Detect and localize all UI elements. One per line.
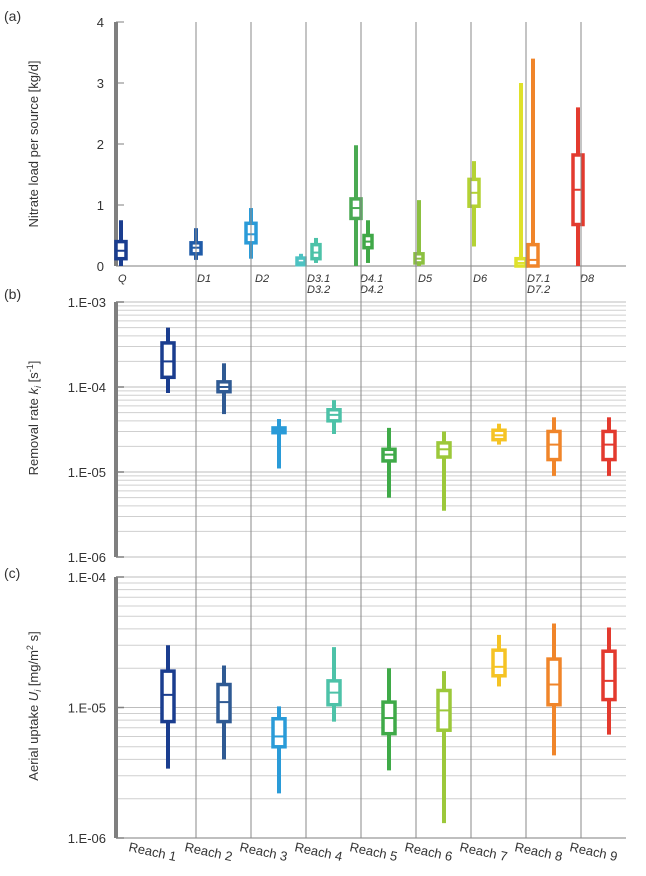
panel-b-ylabel: Removal rate ki [s-1] <box>25 361 43 476</box>
panel-a-ytick-label: 3 <box>97 76 104 91</box>
panel-c-ylabel-exp: 2 <box>25 645 35 650</box>
panel-b-ytick-label: 1.E-05 <box>68 465 106 480</box>
panel-b-ylabel-close: ] <box>26 361 41 365</box>
panel-c-box <box>491 648 507 678</box>
panel-a-xlabels: Q D1 D2 D3.1D3.2 D4.1D4.2 D5 D6 D7.1D7.2 D8 <box>118 273 595 296</box>
panel-a: (a) Nitrate load per source [kg/d] 0 1 2 3 4… <box>4 8 626 296</box>
panel-b-boxes <box>160 327 617 511</box>
panel-c-ytick-label: 1.E-06 <box>68 831 106 846</box>
reach-label: Reach 6 <box>403 839 453 864</box>
panel-a-xtick-label: D7.2 <box>527 284 550 296</box>
panel-a-ytick-label: 1 <box>97 198 104 213</box>
panel-a-xtick-label: D2 <box>255 273 269 285</box>
panel-a-xtick-label: D5 <box>418 273 433 285</box>
panel-b-gridlines <box>116 301 626 558</box>
reach-label: Reach 7 <box>458 839 508 864</box>
panel-a-label: (a) <box>4 8 21 24</box>
reach-label: Reach 4 <box>293 839 343 864</box>
panel-a-xtick-label: D8 <box>580 273 595 285</box>
panel-c-ylabel-prefix: Aerial uptake <box>26 701 41 781</box>
reach-label: Reach 1 <box>127 839 177 864</box>
reach-separators <box>195 22 582 838</box>
panel-c-box <box>271 716 287 749</box>
panel-b-ylabel-unit: [s <box>26 372 41 386</box>
panel-a-xtick-label: D6 <box>473 273 488 285</box>
panel-b-box <box>160 341 176 380</box>
panel-a-xtick-label: D3.2 <box>307 284 330 296</box>
panel-b: (b) Removal rate ki [s-1] 1.E-061.E-051.… <box>4 286 626 565</box>
panel-b-ylabel-k: k <box>26 386 41 394</box>
panel-b-ytick-label: 1.E-06 <box>68 550 106 565</box>
panel-a-ytick-label: 4 <box>97 15 104 30</box>
panel-c-box <box>601 649 617 702</box>
panel-b-ytick-label: 1.E-04 <box>68 380 106 395</box>
reach-labels: Reach 1 Reach 2 Reach 3 Reach 4 Reach 5 Reach… <box>127 839 618 864</box>
panel-a-ylabel: Nitrate load per source [kg/d] <box>26 61 41 228</box>
panel-c-ylabel-unit: [mg/m <box>26 650 41 690</box>
panel-a-ytick-label: 0 <box>97 259 104 274</box>
panel-c: (c) Aerial uptake Ui [mg/m2 s] 1.E-061.E… <box>4 565 626 846</box>
panel-c-ytick-label: 1.E-05 <box>68 701 106 716</box>
panel-a-ytick-label: 2 <box>97 137 104 152</box>
panel-c-box <box>160 669 176 724</box>
panel-a-xtick-label: D4.1 <box>360 273 383 285</box>
reach-label: Reach 2 <box>183 839 233 864</box>
panel-b-yticks: 1.E-06 1.E-05 1.E-04 1.E-03 <box>68 295 106 565</box>
panel-a-xtick-label: D7.1 <box>527 273 550 285</box>
panel-c-ylabel-sub: i <box>33 689 43 692</box>
panel-b-ytick-label: 1.E-03 <box>68 295 106 310</box>
reach-label: Reach 3 <box>238 839 288 864</box>
panel-c-ylabel-close: s] <box>26 631 41 645</box>
panel-c-ylabel-u: U <box>26 691 41 701</box>
reach-label: Reach 5 <box>348 839 398 864</box>
panel-b-ylabel-prefix: Removal rate <box>26 394 41 475</box>
panel-a-yticks: 0 1 2 3 4 <box>97 15 104 274</box>
panel-a-xtick-label: D3.1 <box>307 273 330 285</box>
panel-c-ylabel: Aerial uptake Ui [mg/m2 s] <box>25 631 43 780</box>
panel-c-ytick-label: 1.E-04 <box>68 570 106 585</box>
panel-c-boxes <box>160 623 617 824</box>
panel-b-ylabel-exp: -1 <box>25 364 35 372</box>
panel-a-xtick-label: D1 <box>197 273 211 285</box>
panel-c-box <box>546 657 562 707</box>
panel-a-box <box>526 242 540 268</box>
panel-b-label: (b) <box>4 286 21 302</box>
panel-c-yticks: 1.E-06 1.E-05 1.E-04 <box>68 570 106 846</box>
reach-label: Reach 8 <box>513 839 563 864</box>
panel-a-xtick-label: D4.2 <box>360 284 383 296</box>
panel-b-ylabel-sub: i <box>33 385 43 388</box>
panel-a-boxes <box>114 58 585 268</box>
panel-c-gridlines <box>116 576 626 839</box>
reach-label: Reach 9 <box>568 839 618 864</box>
panel-c-label: (c) <box>4 565 20 581</box>
panel-a-xtick-label: Q <box>118 273 127 285</box>
